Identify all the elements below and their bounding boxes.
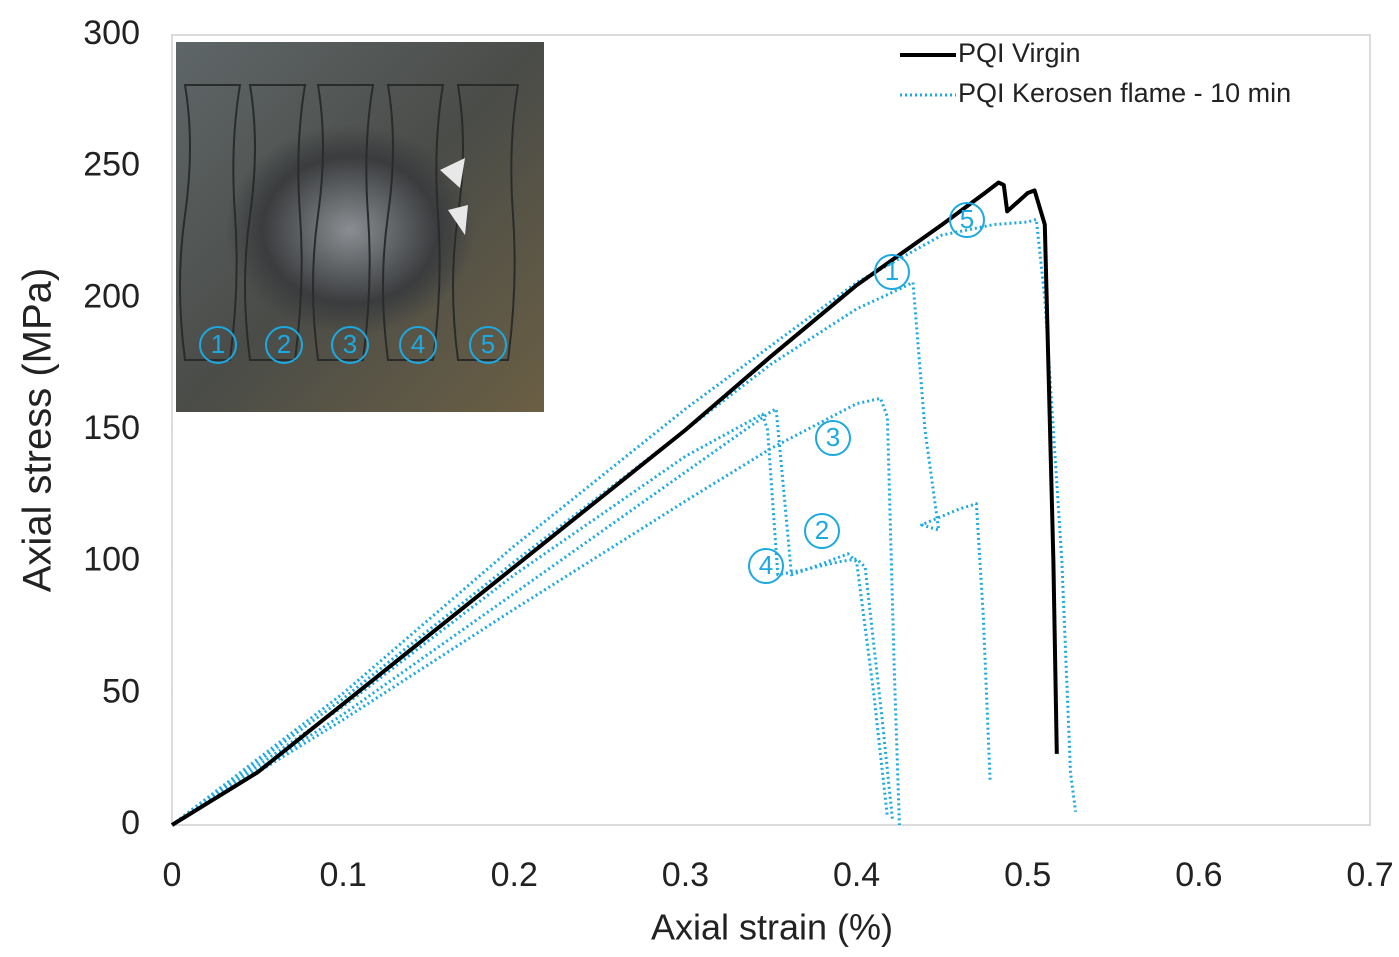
photo-label: 3 bbox=[343, 329, 357, 359]
annotation-circle bbox=[949, 202, 985, 238]
annotation-circle bbox=[815, 420, 851, 456]
photo-label: 1 bbox=[211, 329, 225, 359]
x-tick-label: 0.7 bbox=[1346, 856, 1393, 894]
photo-label-circle bbox=[199, 326, 237, 364]
photo-labels: 1 2 3 4 5 bbox=[199, 326, 507, 364]
photo-label-circle bbox=[469, 326, 507, 364]
annotation-circle bbox=[748, 548, 784, 584]
specimen-photo bbox=[176, 42, 544, 412]
photo-label-circle bbox=[399, 326, 437, 364]
photo-label-circle bbox=[331, 326, 369, 364]
annotation-circle bbox=[874, 254, 910, 290]
annotations: 1 2 3 4 5 bbox=[748, 202, 985, 584]
y-tick-label: 250 bbox=[83, 146, 140, 184]
photo-label: 5 bbox=[481, 329, 495, 359]
x-tick-label: 0.4 bbox=[833, 856, 880, 894]
series-line bbox=[170, 180, 1059, 827]
y-tick-label: 200 bbox=[83, 277, 140, 315]
x-tick-label: 0.1 bbox=[320, 856, 367, 894]
legend-label: PQI Virgin bbox=[958, 38, 1081, 68]
specimen-line bbox=[171, 396, 901, 827]
x-axis-title: Axial strain (%) bbox=[651, 907, 893, 948]
x-tick-label: 0.5 bbox=[1004, 856, 1051, 894]
annotation-label: 2 bbox=[815, 515, 829, 545]
annotation-circle bbox=[804, 513, 840, 549]
y-tick-label: 150 bbox=[83, 409, 140, 447]
specimen-line bbox=[171, 217, 1078, 827]
photo-label: 2 bbox=[277, 329, 291, 359]
y-tick-label: 0 bbox=[121, 804, 140, 842]
annotation-label: 5 bbox=[960, 204, 974, 234]
annotation-label: 3 bbox=[826, 422, 840, 452]
y-tick-label: 50 bbox=[102, 672, 140, 710]
specimen-line bbox=[171, 407, 889, 827]
legend-label: PQI Kerosen flame - 10 min bbox=[958, 78, 1291, 108]
y-axis-title: Axial stress (MPa) bbox=[16, 268, 60, 593]
y-tick-label: 300 bbox=[83, 14, 140, 52]
x-tick-label: 0.6 bbox=[1175, 856, 1222, 894]
annotation-label: 1 bbox=[885, 256, 899, 286]
photo-label: 4 bbox=[411, 329, 425, 359]
specimen-line bbox=[171, 412, 894, 827]
y-tick-label: 100 bbox=[83, 541, 140, 579]
x-tick-label: 0.3 bbox=[662, 856, 709, 894]
annotation-label: 4 bbox=[759, 550, 773, 580]
x-tick-label: 0.2 bbox=[491, 856, 538, 894]
curves bbox=[170, 180, 1078, 827]
photo-label-circle bbox=[265, 326, 303, 364]
x-tick-label: 0 bbox=[163, 856, 182, 894]
